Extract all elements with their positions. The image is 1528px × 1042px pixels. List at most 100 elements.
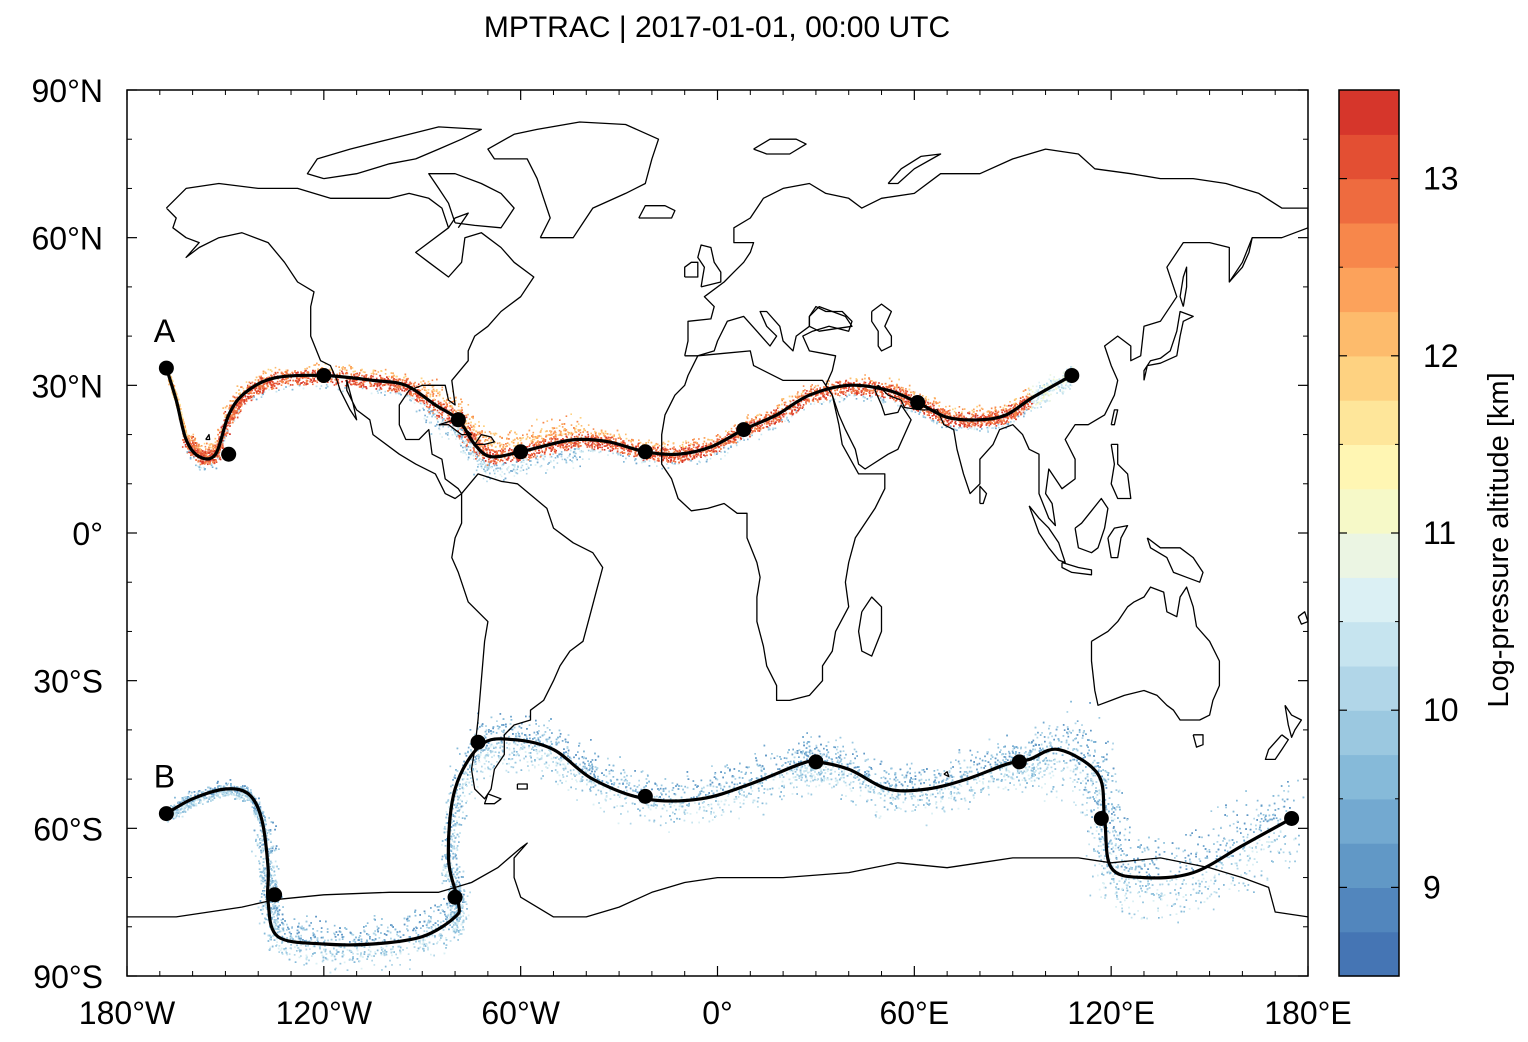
- particle: [573, 454, 576, 456]
- particle: [986, 416, 989, 418]
- particle: [720, 451, 722, 453]
- particle: [739, 436, 742, 439]
- particle: [593, 443, 595, 445]
- particle: [628, 455, 630, 457]
- particle: [864, 396, 866, 399]
- particle: [220, 446, 222, 448]
- particle: [261, 389, 264, 392]
- particle: [392, 372, 394, 374]
- particle: [498, 442, 501, 444]
- particle: [757, 420, 760, 422]
- particle: [723, 437, 725, 440]
- particle: [388, 375, 390, 378]
- particle: [869, 380, 872, 382]
- particle: [196, 447, 198, 449]
- particle: [462, 452, 464, 454]
- particle: [706, 458, 708, 461]
- particle: [356, 381, 358, 384]
- particle: [547, 463, 549, 465]
- particle: [335, 365, 337, 368]
- particle: [622, 452, 624, 454]
- particle: [825, 380, 828, 383]
- particle: [781, 420, 783, 423]
- particle: [702, 443, 704, 445]
- particle: [411, 397, 414, 400]
- particle: [1049, 374, 1052, 376]
- particle: [378, 382, 380, 385]
- particle: [663, 457, 665, 460]
- particle: [488, 437, 490, 440]
- particle: [457, 405, 460, 408]
- particle: [302, 372, 304, 374]
- particle: [516, 468, 519, 471]
- particle: [663, 445, 666, 448]
- particle: [455, 438, 457, 440]
- particle: [601, 448, 604, 451]
- particle: [589, 440, 591, 443]
- particle: [364, 371, 366, 374]
- particle: [1043, 385, 1046, 388]
- particle: [438, 411, 440, 414]
- particle: [813, 403, 816, 405]
- particle: [268, 388, 270, 391]
- particle: [561, 426, 564, 428]
- particle: [531, 454, 533, 456]
- particle: [557, 456, 559, 459]
- particle: [242, 387, 245, 390]
- particle: [294, 370, 296, 372]
- particle: [579, 465, 581, 468]
- particle: [195, 464, 197, 467]
- particle: [815, 394, 817, 396]
- particle: [598, 442, 600, 445]
- particle: [371, 385, 373, 387]
- particle: [904, 392, 906, 395]
- particle: [1008, 409, 1010, 411]
- particle: [654, 461, 656, 463]
- particle: [473, 432, 476, 435]
- particle: [572, 461, 574, 464]
- particle: [664, 443, 666, 445]
- particle: [949, 425, 952, 428]
- particle: [550, 430, 553, 433]
- particle: [777, 419, 780, 421]
- particle: [924, 397, 927, 400]
- particle: [1010, 414, 1013, 416]
- particle: [732, 438, 735, 440]
- particle: [1025, 406, 1028, 409]
- particle: [248, 396, 251, 398]
- particle: [802, 385, 805, 387]
- particle: [919, 411, 922, 413]
- particle: [813, 400, 816, 403]
- particle: [277, 371, 279, 374]
- particle: [397, 388, 400, 390]
- particle: [570, 413, 572, 415]
- particle: [560, 453, 563, 456]
- particle: [273, 373, 275, 376]
- particle: [427, 383, 430, 386]
- particle: [485, 472, 487, 474]
- particle: [969, 422, 971, 425]
- particle: [571, 460, 573, 462]
- particle: [207, 452, 209, 454]
- particle: [238, 393, 240, 395]
- particle: [1035, 389, 1038, 392]
- particle: [796, 406, 799, 409]
- particle: [247, 392, 249, 395]
- particle: [705, 444, 708, 446]
- particle: [465, 420, 467, 422]
- particle: [603, 449, 606, 451]
- particle: [522, 434, 524, 436]
- particle: [501, 464, 503, 467]
- particle: [939, 409, 941, 412]
- particle: [378, 389, 381, 391]
- particle: [608, 436, 611, 439]
- particle: [627, 450, 629, 452]
- particle: [864, 374, 866, 376]
- particle: [900, 386, 903, 389]
- particle: [420, 381, 422, 383]
- particle: [425, 405, 428, 408]
- particle: [681, 443, 684, 446]
- particle: [527, 467, 530, 469]
- particle: [575, 452, 577, 455]
